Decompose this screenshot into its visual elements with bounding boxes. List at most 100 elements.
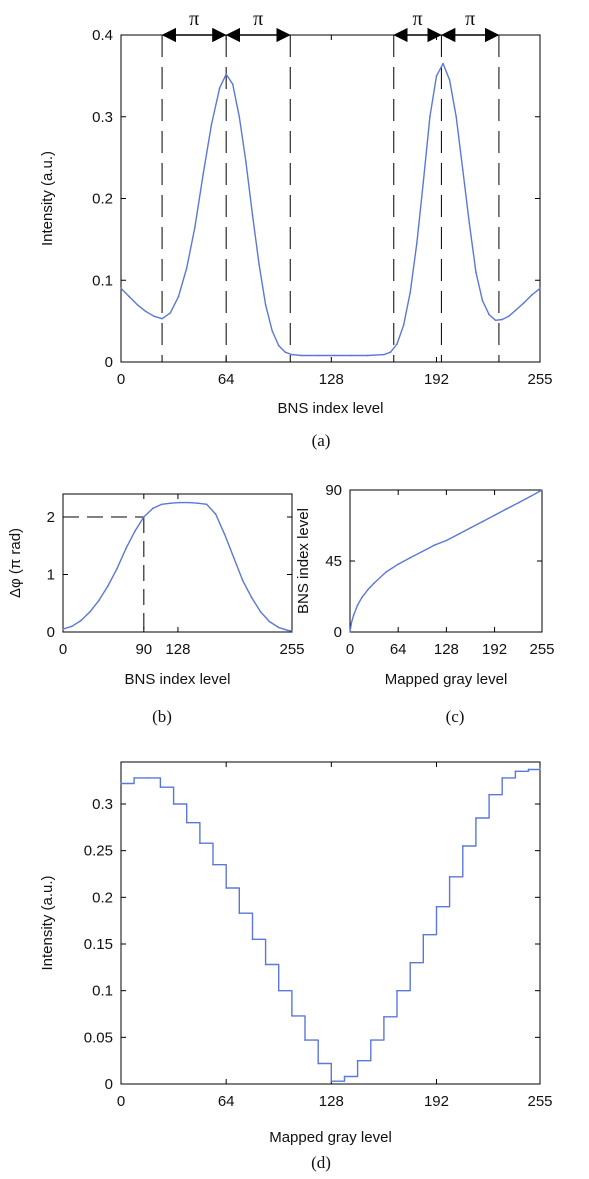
data-point (300, 354, 303, 357)
data-series-line (62, 501, 293, 632)
pi-annotation: π (465, 8, 475, 30)
data-point (245, 160, 247, 163)
data-point (505, 508, 508, 510)
y-axis-label: Intensity (a.u.) (39, 151, 56, 246)
y-tick-label: 0.3 (92, 796, 113, 813)
y-tick-label: 0.2 (92, 889, 113, 906)
data-point (107, 585, 109, 587)
pi-annotation: π (189, 8, 199, 30)
chart-panel-a: (a) 0 64 128 192 255 0 0.1 0.2 0.3 0.4 BNS index l… (39, 8, 553, 450)
data-point (389, 351, 392, 353)
data-point (356, 1059, 359, 1062)
data-point (134, 530, 136, 533)
data-point (356, 604, 359, 606)
data-point (475, 271, 477, 273)
data-point (277, 626, 280, 629)
data-point (397, 563, 399, 565)
data-point (169, 312, 172, 314)
data-point (517, 501, 520, 504)
data-point (271, 330, 273, 332)
data-point (225, 887, 227, 889)
data-point (373, 582, 375, 584)
data-point (461, 845, 464, 847)
data-point (530, 294, 533, 296)
data-point (350, 354, 352, 357)
data-point (527, 768, 530, 771)
data-point (529, 495, 532, 498)
chart-panel-c: (c) 0 64 128 192 255 0 45 90 Mapped gray level BN… (295, 482, 555, 726)
data-point (178, 501, 181, 504)
data-point (429, 115, 431, 118)
data-point (238, 115, 241, 118)
x-tick-label: 90 (135, 641, 152, 658)
data-point (89, 611, 91, 613)
x-tick-label: 128 (434, 641, 459, 658)
data-point (494, 319, 497, 322)
data-point (120, 287, 122, 290)
data-point (349, 631, 351, 633)
data-point (343, 1075, 346, 1078)
x-tick-label: 255 (527, 371, 552, 388)
data-point (218, 87, 221, 89)
x-tick-label: 128 (319, 1093, 344, 1110)
data-point (161, 317, 163, 320)
data-point (62, 628, 64, 630)
y-tick-label: 90 (325, 482, 342, 499)
data-point (457, 533, 460, 535)
data-point (514, 309, 517, 312)
panel-a-caption: (a) (312, 431, 331, 450)
data-point (507, 315, 510, 318)
y-tick-label: 0.05 (84, 1029, 113, 1046)
panel-d-caption: (d) (311, 1153, 331, 1172)
data-series-line (120, 62, 541, 357)
y-tick-label: 0.25 (84, 843, 113, 860)
data-point (172, 803, 175, 805)
data-point (241, 579, 244, 582)
data-point (396, 343, 398, 345)
plot-frame (120, 34, 541, 363)
data-point (421, 550, 424, 553)
data-point (144, 310, 147, 313)
data-point (448, 876, 451, 878)
data-point (350, 621, 353, 624)
data-point (210, 124, 213, 126)
data-point (361, 596, 363, 599)
plot-frame (62, 493, 293, 633)
x-tick-label: 255 (527, 1093, 552, 1110)
data-point (223, 533, 226, 536)
y-axis-label: BNS index level (295, 508, 312, 614)
x-tick-label: 192 (482, 641, 507, 658)
y-tick-label: 0.2 (92, 191, 113, 208)
x-tick-label: 255 (529, 641, 554, 658)
x-tick-label: 64 (218, 1093, 235, 1110)
x-tick-label: 64 (218, 371, 235, 388)
data-point (383, 353, 385, 356)
x-tick-label: 128 (165, 641, 190, 658)
data-point (435, 75, 438, 77)
x-tick-label: 255 (279, 641, 304, 658)
data-point (501, 318, 504, 321)
data-point (461, 169, 464, 171)
y-tick-label: 0.4 (92, 27, 113, 44)
data-point (501, 777, 504, 779)
data-point (277, 989, 280, 992)
data-point (291, 353, 293, 356)
data-point (268, 620, 271, 623)
x-tick-label: 192 (424, 1093, 449, 1110)
data-point (238, 912, 241, 914)
data-point (120, 782, 122, 785)
data-point (367, 588, 369, 591)
data-point (177, 295, 180, 298)
chart-panel-b: (b) 0 90 128 255 0 1 2 BNS index level Δφ (π rad… (7, 493, 305, 726)
y-tick-label: 0.3 (92, 109, 113, 126)
x-tick-label: 0 (117, 1093, 125, 1110)
data-point (250, 596, 253, 599)
chart-panel-d: (d) 0 64 128 192 255 0 0.05 0.1 0.15 0.2 0.25 0.3 Ma… (39, 761, 553, 1172)
data-point (409, 291, 411, 294)
data-point (159, 786, 162, 788)
x-tick-label: 128 (319, 371, 344, 388)
x-tick-label: 0 (346, 641, 354, 658)
x-tick-label: 0 (59, 641, 67, 658)
data-point (469, 527, 472, 529)
data-point (232, 556, 235, 559)
